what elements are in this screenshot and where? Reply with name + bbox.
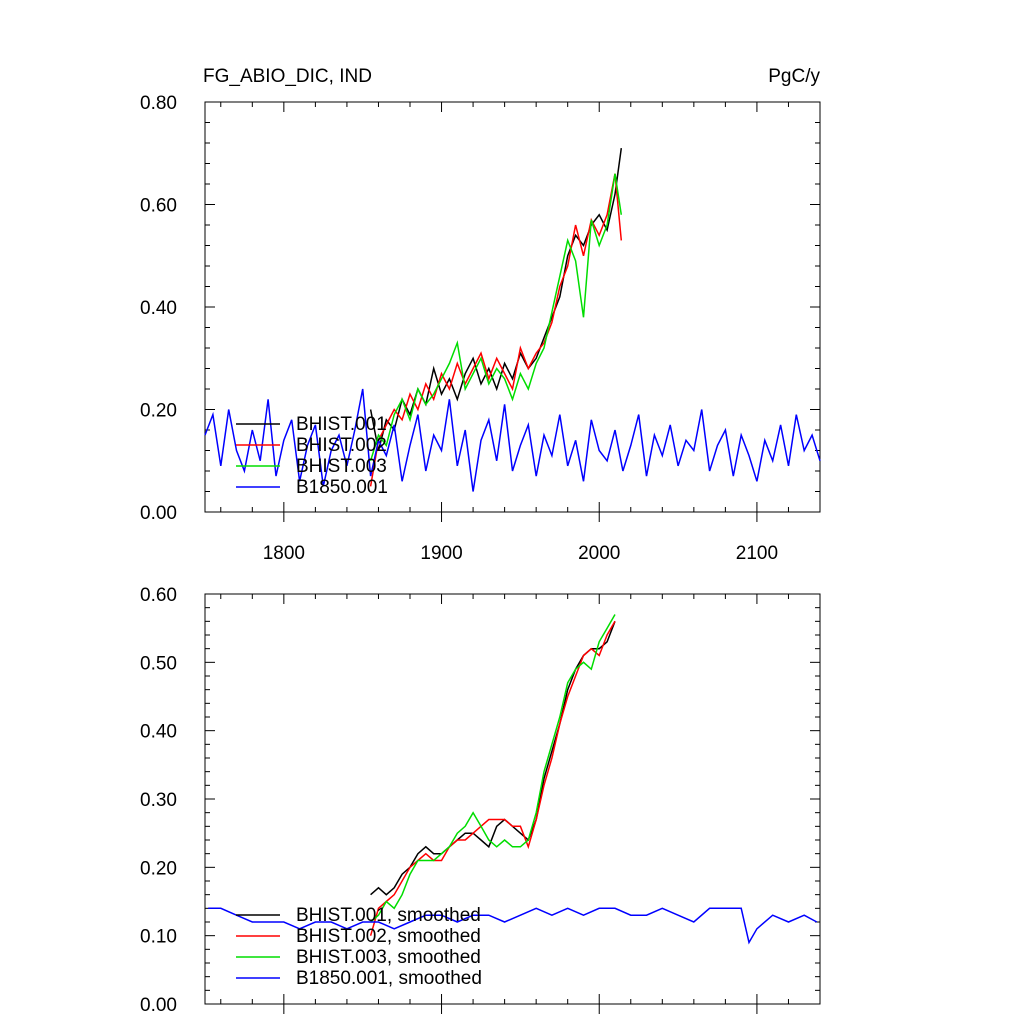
x-tick-label: 1900 <box>420 543 462 564</box>
y-tick-label: 0.50 <box>140 653 177 674</box>
legend-label-4: B1850.001 <box>296 477 388 498</box>
legend-label-4: B1850.001, smoothed <box>296 968 482 989</box>
x-tick-label: 2100 <box>736 543 778 564</box>
series-line-4 <box>208 907 818 945</box>
x-tick-label: 1800 <box>263 543 305 564</box>
upper-panel: 0.00 0.20 0.40 0.60 0.80 1800 1900 2000 2100 BHIS… <box>140 93 821 564</box>
y-tick-label: 0.80 <box>140 93 177 114</box>
legend-label-3: BHIST.003 <box>296 456 387 477</box>
series-line-3 <box>369 173 623 462</box>
series-line-4 <box>204 388 821 492</box>
y-tick-label: 0.40 <box>140 298 177 319</box>
y-tick-label: 0.00 <box>140 995 177 1016</box>
x-tick-label: 2000 <box>578 543 620 564</box>
series-line-1 <box>370 621 616 896</box>
y-tick-label: 0.10 <box>140 927 177 948</box>
y-tick-label: 0.20 <box>140 858 177 879</box>
series-line-2 <box>369 620 616 936</box>
legend-label-2: BHIST.002 <box>296 435 387 456</box>
legend-label-1: BHIST.001, smoothed <box>296 905 481 926</box>
legend-label-2: BHIST.002, smoothed <box>296 926 481 947</box>
y-tick-label: 0.20 <box>140 401 177 422</box>
series-line-2 <box>369 173 623 487</box>
legend-label-1: BHIST.001 <box>296 414 387 435</box>
y-tick-label: 0.60 <box>140 196 177 217</box>
y-tick-label: 0.60 <box>140 585 177 606</box>
legend-label-3: BHIST.003, smoothed <box>296 947 481 968</box>
y-tick-label: 0.30 <box>140 790 177 811</box>
units-label: PgC/y <box>768 66 820 87</box>
series-line-1 <box>369 147 623 451</box>
chart-title: FG_ABIO_DIC, IND <box>203 66 372 87</box>
y-tick-label: 0.40 <box>140 722 177 743</box>
series-line-3 <box>370 614 616 923</box>
y-tick-label: 0.00 <box>140 503 177 524</box>
lower-panel: 0.00 0.10 0.20 0.30 0.40 0.50 0.60 BHIST.001, s… <box>140 585 821 1016</box>
